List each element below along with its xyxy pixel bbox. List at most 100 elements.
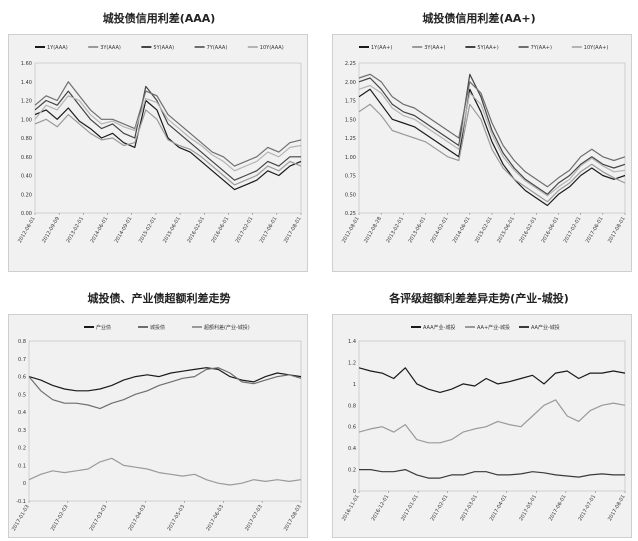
x-tick-label: 2017-08-01 (607, 494, 627, 522)
x-tick-label: 2016-12-01 (371, 494, 391, 522)
y-tick-label: 0.7 (18, 357, 26, 363)
y-tick-label: 1.4 (348, 339, 356, 345)
y-tick-label: 1.00 (21, 117, 32, 123)
x-tick-label: 2012-08-28 (363, 216, 383, 244)
x-tick-label: 2017-03-03 (89, 504, 109, 532)
x-tick-label: 2017-03-01 (459, 494, 479, 522)
y-tick-label: 0.6 (348, 425, 356, 431)
series-line (358, 103, 626, 203)
y-tick-label: 0 (23, 481, 26, 487)
series-line (359, 469, 625, 479)
series-line (34, 85, 301, 181)
y-tick-label: 1 (353, 382, 356, 388)
x-tick-label: 2012-09-09 (41, 216, 61, 244)
series-line (358, 88, 626, 207)
legend-label: AA产业-城投 (531, 324, 560, 331)
series-line (34, 109, 302, 186)
x-tick-label: 2017-05-03 (166, 504, 186, 532)
x-tick-label: 2017-06-01 (259, 216, 279, 244)
legend-label: 1Y(AA+) (371, 45, 392, 51)
x-tick-label: 2017-05-01 (518, 494, 538, 522)
panel-aaplus-spread: 城投债信用利差(AA+) 0.25 0.50 0.75 1.00 1.25 1.50 1.7… (320, 0, 638, 272)
plot-frame (358, 62, 626, 214)
y-tick-label: 0.00 (21, 211, 32, 217)
legend-label: 5Y(AA+) (477, 45, 498, 51)
plot-frame (358, 340, 626, 492)
legend-label: 10Y(AA+) (584, 45, 609, 51)
x-tick-label: 2017-04-03 (128, 504, 148, 532)
x-tick-label: 2016-06-01 (210, 216, 230, 244)
x-tick-label: 2017-02-03 (50, 504, 70, 532)
x-tick-label: 2017-02-01 (430, 494, 450, 522)
y-tick-label: 0.50 (345, 192, 356, 198)
plot-frame (34, 62, 302, 214)
chart-area: 0 0.2 0.4 0.6 0.8 1 1.2 1.4 2016-11-01 2016-12-01… (332, 314, 632, 538)
y-tick-label: 1.75 (345, 99, 356, 105)
y-tick-label: 0.3 (18, 428, 26, 434)
x-tick-label: 2012-06-01 (17, 216, 37, 244)
x-tick-label: 2017-06-01 (548, 494, 568, 522)
x-tick-label: 2013-02-01 (385, 216, 405, 244)
legend-label: 3Y(AA+) (424, 45, 445, 51)
y-tick-label: 0.80 (21, 136, 32, 142)
x-tick-label: 2017-01-01 (400, 494, 420, 522)
y-tick-label: 0.8 (348, 403, 356, 409)
x-tick-label: 2017-08-01 (607, 216, 627, 244)
y-tick-label: 2.00 (345, 80, 356, 86)
series-line (28, 367, 302, 410)
x-tick-label: 2017-07-03 (244, 504, 264, 532)
series-line (28, 367, 302, 392)
x-tick-label: 2017-08-03 (283, 504, 303, 532)
x-tick-label: 2017-07-01 (577, 494, 597, 522)
y-tick-label: 1.40 (21, 80, 32, 86)
chart-title: 城投债信用利差(AA+) (422, 12, 536, 25)
y-tick-label: 0.5 (18, 392, 26, 398)
series-line (34, 99, 302, 191)
x-tick-label: 2013-02-01 (65, 216, 85, 244)
y-tick-label: 0.25 (345, 211, 356, 217)
x-tick-label: 2016-02-01 (518, 216, 538, 244)
x-tick-label: 2015-06-01 (162, 216, 182, 244)
series-line (34, 81, 302, 167)
y-tick-label: 1.25 (345, 136, 356, 142)
y-tick-label: 2.25 (345, 61, 356, 67)
legend-label: 7Y(AA+) (531, 45, 552, 51)
y-tick-label: 0.20 (21, 192, 32, 198)
x-tick-label: 2017-08-01 (283, 216, 303, 244)
series-line (28, 457, 302, 486)
plot-frame (28, 340, 302, 502)
x-tick-label: 2014-06-01 (452, 216, 472, 244)
series-line (358, 73, 626, 195)
x-tick-label: 2017-02-01 (235, 216, 255, 244)
chart-title: 城投债信用利差(AAA) (102, 12, 216, 25)
y-tick-label: 0.4 (348, 446, 356, 452)
y-tick-label: 0.2 (348, 468, 356, 474)
series-line (358, 84, 626, 197)
x-tick-label: 2013-06-01 (408, 216, 428, 244)
legend-label: 城投债 (150, 324, 165, 331)
x-tick-label: 2017-01-03 (11, 504, 31, 532)
y-tick-label: 1.20 (21, 99, 32, 105)
y-tick-label: 0.6 (18, 375, 26, 381)
y-tick-label: 1.60 (21, 61, 32, 67)
line-chart-aaplus: 0.25 0.50 0.75 1.00 1.25 1.50 1.75 2.00 2.25 2012… (341, 45, 627, 244)
chart-title: 各评级超额利差差异走势(产业-城投) (389, 292, 569, 305)
legend-label: 7Y(AAA) (207, 45, 228, 51)
y-tick-label: 1.00 (345, 155, 356, 161)
y-tick-label: 1.50 (345, 117, 356, 123)
legend-label: AAA产业-城投 (423, 324, 455, 331)
series-line (34, 95, 302, 172)
legend-label: AA+产业-城投 (477, 324, 510, 331)
series-line (358, 367, 626, 394)
y-tick-label: 1.2 (348, 360, 356, 366)
chart-area: 0.25 0.50 0.75 1.00 1.25 1.50 1.75 2.00 2.25 2012… (332, 34, 632, 272)
series-line (358, 399, 626, 444)
chart-title: 城投债、产业债超额利差走势 (87, 292, 231, 305)
legend-label: 超额利差(产业-城投) (204, 324, 250, 331)
y-tick-label: 0.40 (21, 174, 32, 180)
y-tick-label: 0.4 (18, 410, 26, 416)
y-tick-label: -0.1 (16, 499, 26, 505)
panel-rating-diff: 各评级超额利差差异走势(产业-城投) 0 0.2 0.4 0.6 0.8 1 1.2 1.4 2… (320, 280, 638, 538)
legend-label: 产业债 (96, 324, 111, 331)
x-tick-label: 2017-04-01 (489, 494, 509, 522)
